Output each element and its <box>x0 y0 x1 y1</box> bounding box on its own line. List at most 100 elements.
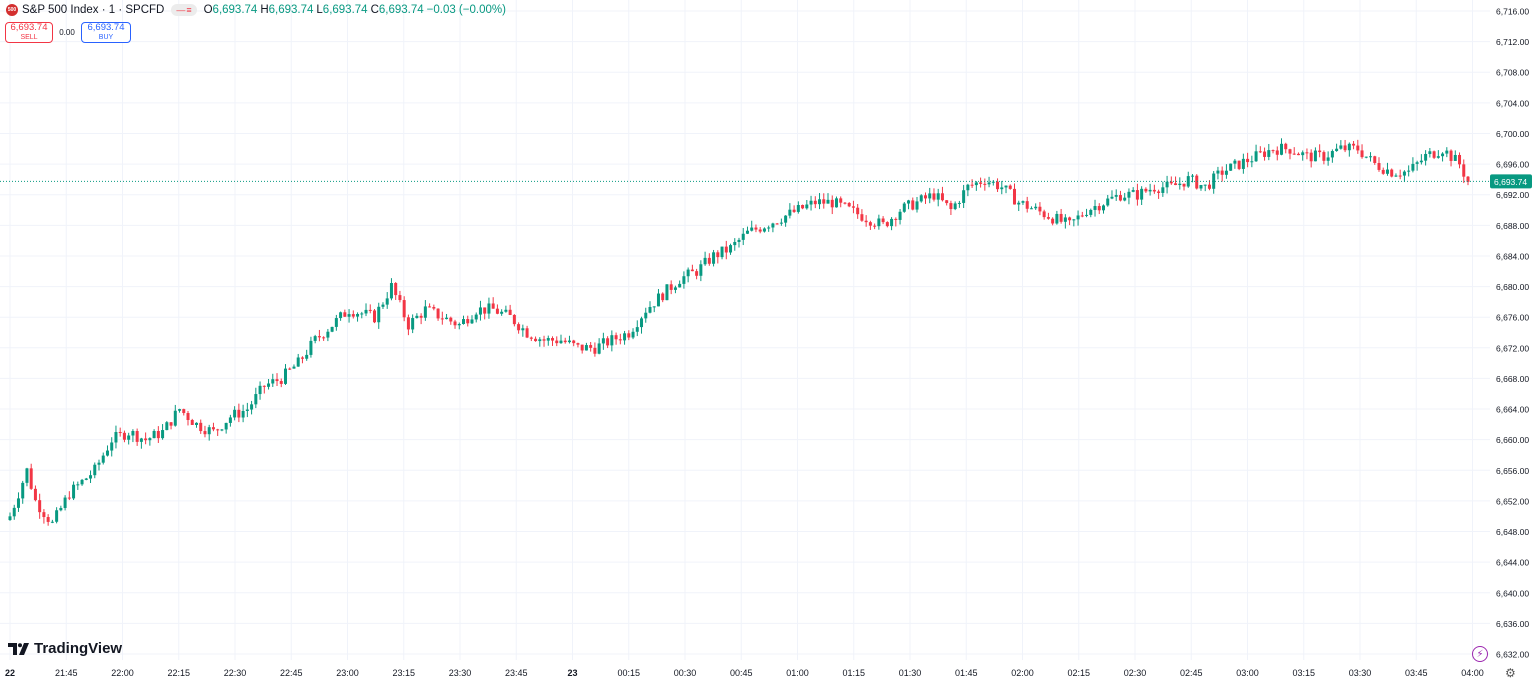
candle-body <box>834 198 838 208</box>
candle-body <box>996 181 1000 190</box>
price-label: 6,688.00 <box>1496 221 1529 231</box>
price-label: 6,696.00 <box>1496 160 1529 170</box>
candle-body <box>839 198 843 203</box>
candle-body <box>712 252 716 264</box>
high-value: H6,693.74 <box>260 4 314 16</box>
candle-body <box>538 339 542 342</box>
candle-body <box>394 283 398 296</box>
candle-body <box>241 410 245 418</box>
price-label: 6,660.00 <box>1496 435 1529 445</box>
candle-body <box>1076 215 1080 220</box>
candle-body <box>1097 206 1101 211</box>
candle-body <box>1148 189 1152 192</box>
candle-body <box>373 310 376 323</box>
sell-button[interactable]: 6,693.74 SELL <box>5 22 53 43</box>
candle-body <box>271 379 275 384</box>
close-value: C6,693.74 <box>370 4 424 16</box>
candle-body <box>474 314 478 320</box>
candle-body <box>50 521 54 523</box>
candle-body <box>529 337 533 339</box>
brand-name: TradingView <box>34 640 123 657</box>
candle-body <box>1093 206 1097 210</box>
candle-body <box>406 317 410 330</box>
candle-body <box>1008 185 1012 189</box>
candle-body <box>936 193 940 200</box>
candle-body <box>1390 169 1394 177</box>
candle-body <box>813 200 817 205</box>
candle-body <box>470 319 474 324</box>
candle-body <box>1246 158 1250 163</box>
candle-body <box>186 413 190 421</box>
price-label: 6,672.00 <box>1496 343 1529 353</box>
candle-body <box>690 269 694 272</box>
candle-body <box>881 218 885 223</box>
candle-body <box>1212 173 1216 189</box>
time-label: 23 <box>567 668 577 678</box>
price-label: 6,712.00 <box>1496 37 1529 47</box>
candle-body <box>1436 156 1440 158</box>
candle-body <box>1428 151 1432 154</box>
candle-body <box>1042 211 1046 218</box>
candle-body <box>487 303 491 314</box>
gear-icon[interactable]: ⚙ <box>1505 666 1516 680</box>
candle-body <box>640 318 644 328</box>
candle-body <box>644 312 648 319</box>
candle-body <box>127 435 131 440</box>
candle-body <box>478 307 482 315</box>
candle-body <box>606 338 610 346</box>
candle-body <box>877 218 881 227</box>
candle-body <box>1029 208 1033 210</box>
candle-body <box>1411 163 1415 171</box>
candle-body <box>80 479 84 485</box>
candle-body <box>1110 196 1114 199</box>
candle-body <box>928 193 932 199</box>
candle-body <box>1466 176 1470 182</box>
candle-body <box>152 430 156 439</box>
candle-body <box>347 314 351 317</box>
low-value: L6,693.74 <box>316 4 368 16</box>
candle-body <box>1280 143 1284 155</box>
candle-body <box>1068 217 1072 221</box>
candle-body <box>131 431 135 436</box>
trade-panel: 6,693.74 SELL 0.00 6,693.74 BUY <box>5 22 131 43</box>
candle-body <box>521 328 525 331</box>
candle-body <box>551 338 555 341</box>
candle-body <box>1356 145 1360 151</box>
candle-body <box>618 339 622 341</box>
candle-body <box>940 193 944 201</box>
candle-body <box>762 228 766 232</box>
candle-body <box>729 245 733 253</box>
time-axis: 22 21:45 22:00 22:15 22:30 22:45 23:00 23:15 23:… <box>5 668 1484 678</box>
current-price-tag <box>1490 174 1532 189</box>
tradingview-logo[interactable]: TradingView <box>8 640 122 657</box>
candle-body <box>377 306 381 323</box>
candle-body <box>745 230 749 234</box>
candle-body <box>449 317 453 322</box>
candle-body <box>991 181 995 183</box>
candle-body <box>1301 152 1305 156</box>
candle-body <box>597 343 601 354</box>
symbol-logo-icon: 500 <box>6 4 18 16</box>
candle-body <box>491 303 495 309</box>
candle-body <box>72 484 76 499</box>
candle-body <box>517 324 521 331</box>
candle-body <box>1326 157 1330 161</box>
candle-body <box>1318 150 1322 153</box>
ohlc-values: O6,693.74 H6,693.74 L6,693.74 C6,693.74 … <box>204 4 506 16</box>
candle-body <box>593 347 597 354</box>
candle-body <box>873 225 877 227</box>
time-label: 23:00 <box>336 668 359 678</box>
time-label: 23:45 <box>505 668 528 678</box>
legend-toggle-button[interactable]: — ≡ <box>171 4 197 16</box>
symbol-title[interactable]: S&P 500 Index · 1 · SPCFD <box>22 4 165 16</box>
candle-body <box>165 422 169 431</box>
candle-body <box>415 315 419 319</box>
candle-body <box>457 323 461 326</box>
candle-body <box>1199 185 1203 189</box>
buy-button[interactable]: 6,693.74 BUY <box>81 22 131 43</box>
candle-body <box>267 383 271 387</box>
candle-body <box>63 497 67 508</box>
lightning-icon[interactable]: ⚡ <box>1472 646 1488 662</box>
candle-body <box>207 427 211 435</box>
